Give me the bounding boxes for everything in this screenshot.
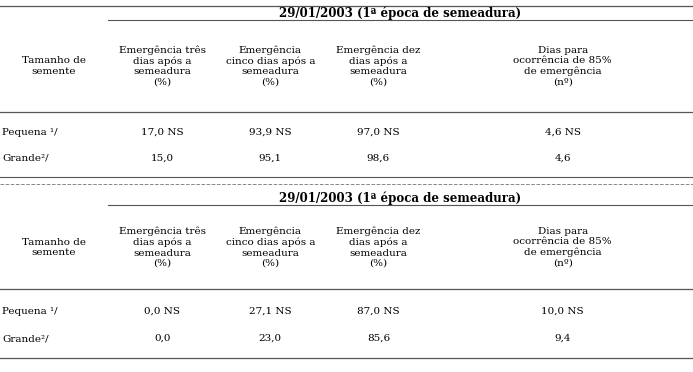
Text: Grande²/: Grande²/ [2, 154, 49, 163]
Text: Emergência três
dias após a
semeadura
(%): Emergência três dias após a semeadura (%… [119, 227, 206, 268]
Text: 27,1 NS: 27,1 NS [249, 307, 292, 316]
Text: 10,0 NS: 10,0 NS [541, 307, 584, 316]
Text: 0,0 NS: 0,0 NS [144, 307, 180, 316]
Text: Tamanho de
semente: Tamanho de semente [22, 56, 86, 76]
Text: Dias para
ocorrência de 85%
de emergência
(nº): Dias para ocorrência de 85% de emergênci… [514, 46, 612, 86]
Text: 87,0 NS: 87,0 NS [357, 307, 400, 316]
Text: 15,0: 15,0 [150, 154, 174, 163]
Text: Emergência dez
dias após a
semeadura
(%): Emergência dez dias após a semeadura (%) [336, 227, 421, 268]
Text: 4,6 NS: 4,6 NS [545, 128, 581, 137]
Text: Pequena ¹/: Pequena ¹/ [2, 307, 58, 316]
Text: Emergência três
dias após a
semeadura
(%): Emergência três dias após a semeadura (%… [119, 45, 206, 87]
Text: Pequena ¹/: Pequena ¹/ [2, 128, 58, 137]
Text: 23,0: 23,0 [258, 334, 282, 343]
Text: Emergência
cinco dias após a
semeadura
(%): Emergência cinco dias após a semeadura (… [225, 227, 315, 268]
Text: Emergência
cinco dias após a
semeadura
(%): Emergência cinco dias após a semeadura (… [225, 45, 315, 87]
Text: 4,6: 4,6 [554, 154, 571, 163]
Text: 9,4: 9,4 [554, 334, 571, 343]
Text: 85,6: 85,6 [367, 334, 390, 343]
Text: Dias para
ocorrência de 85%
de emergência
(nº): Dias para ocorrência de 85% de emergênci… [514, 227, 612, 268]
Text: Tamanho de
semente: Tamanho de semente [22, 238, 86, 257]
Text: 29/01/2003 (1ª época de semeadura): 29/01/2003 (1ª época de semeadura) [279, 191, 522, 205]
Text: 93,9 NS: 93,9 NS [249, 128, 292, 137]
Text: Grande²/: Grande²/ [2, 334, 49, 343]
Text: Emergência dez
dias após a
semeadura
(%): Emergência dez dias após a semeadura (%) [336, 45, 421, 87]
Text: 29/01/2003 (1ª época de semeadura): 29/01/2003 (1ª época de semeadura) [279, 6, 522, 20]
Text: 17,0 NS: 17,0 NS [141, 128, 184, 137]
Text: 98,6: 98,6 [367, 154, 390, 163]
Text: 0,0: 0,0 [154, 334, 170, 343]
Text: 97,0 NS: 97,0 NS [357, 128, 400, 137]
Text: 95,1: 95,1 [258, 154, 282, 163]
